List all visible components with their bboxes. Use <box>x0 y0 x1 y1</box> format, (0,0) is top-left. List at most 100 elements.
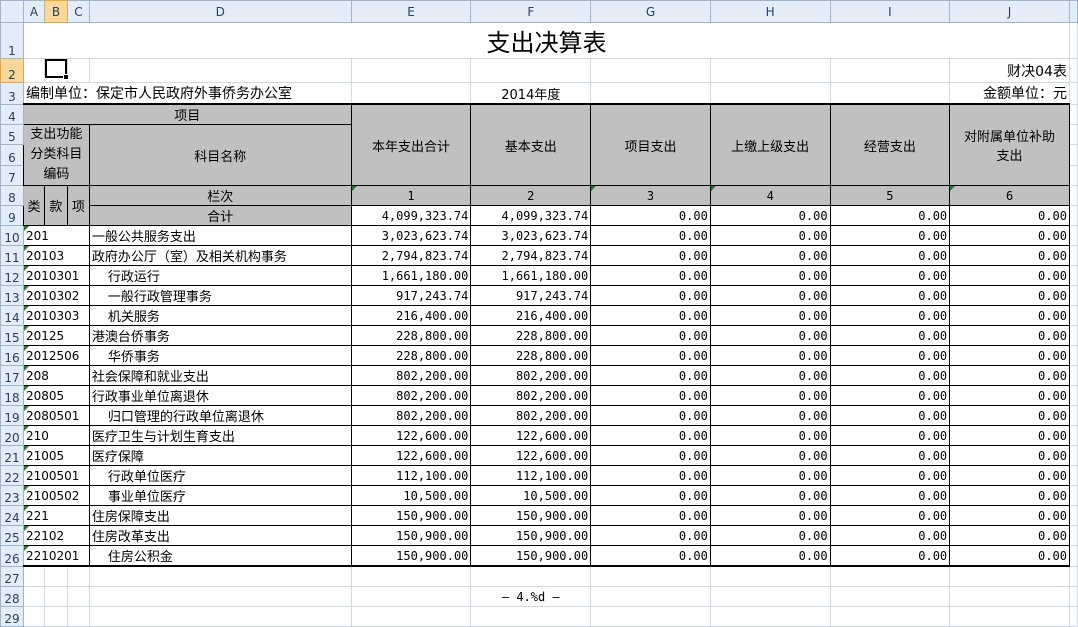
subject-code[interactable]: 2010301 <box>22 265 90 286</box>
amount-cell[interactable]: 0.00 <box>829 385 951 406</box>
subject-name[interactable]: 行政事业单位离退休 <box>88 385 352 406</box>
amount-cell[interactable]: 0.00 <box>949 285 1070 306</box>
col-no[interactable]: 1 <box>350 185 472 206</box>
total-value[interactable]: 4,099,323.74 <box>350 205 472 226</box>
subject-code[interactable]: 2080501 <box>22 405 90 426</box>
amount-cell[interactable]: 150,900.00 <box>470 505 592 526</box>
row-header[interactable]: 2 <box>0 58 24 83</box>
amount-cell[interactable]: 0.00 <box>829 245 951 266</box>
col-no[interactable]: 6 <box>949 185 1070 206</box>
subject-code[interactable]: 20125 <box>22 325 90 346</box>
row-header[interactable]: 11 <box>0 245 24 266</box>
amount-cell[interactable]: 3,023,623.74 <box>350 225 472 246</box>
amount-cell[interactable]: 2,794,823.74 <box>470 245 592 266</box>
subject-code[interactable]: 2012506 <box>22 345 90 366</box>
row-header[interactable]: 13 <box>0 285 24 306</box>
amount-cell[interactable]: 0.00 <box>590 325 711 346</box>
total-value[interactable]: 0.00 <box>709 205 831 226</box>
amount-cell[interactable]: 122,600.00 <box>470 445 592 466</box>
row-header[interactable]: 4 <box>0 103 24 125</box>
subject-code[interactable]: 210 <box>22 425 90 446</box>
row-header[interactable]: 7 <box>0 164 24 187</box>
amount-cell[interactable]: 0.00 <box>590 285 711 306</box>
row-header[interactable]: 3 <box>0 82 24 105</box>
subject-code[interactable]: 21005 <box>22 445 90 466</box>
row-header[interactable]: 29 <box>0 606 24 627</box>
amount-cell[interactable]: 0.00 <box>949 325 1070 346</box>
amount-cell[interactable]: 0.00 <box>829 345 951 366</box>
amount-cell[interactable]: 0.00 <box>590 305 711 326</box>
amount-cell[interactable]: 917,243.74 <box>470 285 592 306</box>
amount-cell[interactable]: 0.00 <box>709 325 831 346</box>
amount-cell[interactable]: 0.00 <box>709 225 831 246</box>
amount-cell[interactable]: 112,100.00 <box>350 465 472 486</box>
subject-code[interactable]: 2100502 <box>22 485 90 506</box>
amount-cell[interactable]: 228,800.00 <box>350 345 472 366</box>
amount-cell[interactable]: 0.00 <box>829 285 951 306</box>
column-header-H[interactable]: H <box>709 0 831 23</box>
column-header-F[interactable]: F <box>470 0 592 23</box>
amount-cell[interactable]: 0.00 <box>709 445 831 466</box>
amount-cell[interactable]: 228,800.00 <box>470 325 592 346</box>
amount-cell[interactable]: 112,100.00 <box>470 465 592 486</box>
amount-cell[interactable]: 0.00 <box>590 425 711 446</box>
row-header[interactable]: 6 <box>0 144 24 166</box>
subject-code[interactable]: 2010302 <box>22 285 90 306</box>
amount-cell[interactable]: 0.00 <box>590 545 711 567</box>
row-header[interactable]: 23 <box>0 485 24 506</box>
amount-cell[interactable]: 0.00 <box>949 545 1070 567</box>
amount-cell[interactable]: 802,200.00 <box>470 385 592 406</box>
amount-cell[interactable]: 0.00 <box>709 365 831 386</box>
amount-cell[interactable]: 0.00 <box>709 545 831 567</box>
row-header[interactable]: 8 <box>0 185 24 206</box>
col-no[interactable]: 2 <box>470 185 592 206</box>
amount-cell[interactable]: 0.00 <box>709 405 831 426</box>
amount-cell[interactable]: 150,900.00 <box>470 545 592 567</box>
amount-cell[interactable]: 0.00 <box>709 465 831 486</box>
amount-cell[interactable]: 1,661,180.00 <box>350 265 472 286</box>
subject-name[interactable]: 医疗卫生与计划生育支出 <box>88 425 352 446</box>
row-header[interactable]: 21 <box>0 445 24 466</box>
subject-name[interactable]: 医疗保障 <box>88 445 352 466</box>
row-header[interactable]: 16 <box>0 345 24 366</box>
row-header[interactable]: 10 <box>0 225 24 246</box>
column-header-C[interactable]: C <box>66 0 90 23</box>
row-header[interactable]: 17 <box>0 365 24 386</box>
column-header-I[interactable]: I <box>829 0 951 23</box>
amount-cell[interactable]: 0.00 <box>829 325 951 346</box>
amount-cell[interactable]: 122,600.00 <box>350 425 472 446</box>
amount-cell[interactable]: 1,661,180.00 <box>470 265 592 286</box>
amount-cell[interactable]: 0.00 <box>709 485 831 506</box>
subject-name[interactable]: 华侨事务 <box>88 345 352 366</box>
amount-cell[interactable]: 0.00 <box>949 385 1070 406</box>
total-value[interactable]: 0.00 <box>829 205 951 226</box>
subject-code[interactable]: 20805 <box>22 385 90 406</box>
amount-cell[interactable]: 0.00 <box>590 365 711 386</box>
amount-cell[interactable]: 228,800.00 <box>350 325 472 346</box>
row-header[interactable]: 19 <box>0 405 24 426</box>
amount-cell[interactable]: 0.00 <box>829 225 951 246</box>
subject-code[interactable]: 2010303 <box>22 305 90 326</box>
subject-code[interactable]: 20103 <box>22 245 90 266</box>
amount-cell[interactable]: 0.00 <box>829 365 951 386</box>
row-header[interactable]: 24 <box>0 505 24 526</box>
amount-cell[interactable]: 0.00 <box>709 245 831 266</box>
row-header[interactable]: 20 <box>0 425 24 446</box>
amount-cell[interactable]: 802,200.00 <box>470 405 592 426</box>
amount-cell[interactable]: 122,600.00 <box>350 445 472 466</box>
amount-cell[interactable]: 0.00 <box>590 245 711 266</box>
amount-cell[interactable]: 0.00 <box>709 385 831 406</box>
subject-name[interactable]: 社会保障和就业支出 <box>88 365 352 386</box>
amount-cell[interactable]: 0.00 <box>949 445 1070 466</box>
amount-cell[interactable]: 0.00 <box>590 265 711 286</box>
amount-cell[interactable]: 0.00 <box>949 425 1070 446</box>
amount-cell[interactable]: 0.00 <box>829 265 951 286</box>
amount-cell[interactable]: 0.00 <box>590 385 711 406</box>
amount-cell[interactable]: 0.00 <box>590 405 711 426</box>
amount-cell[interactable]: 0.00 <box>949 405 1070 426</box>
row-header[interactable]: 27 <box>0 565 24 587</box>
amount-cell[interactable]: 0.00 <box>590 525 711 546</box>
amount-cell[interactable]: 10,500.00 <box>470 485 592 506</box>
amount-cell[interactable]: 0.00 <box>709 305 831 326</box>
subject-name[interactable]: 行政运行 <box>88 265 352 286</box>
